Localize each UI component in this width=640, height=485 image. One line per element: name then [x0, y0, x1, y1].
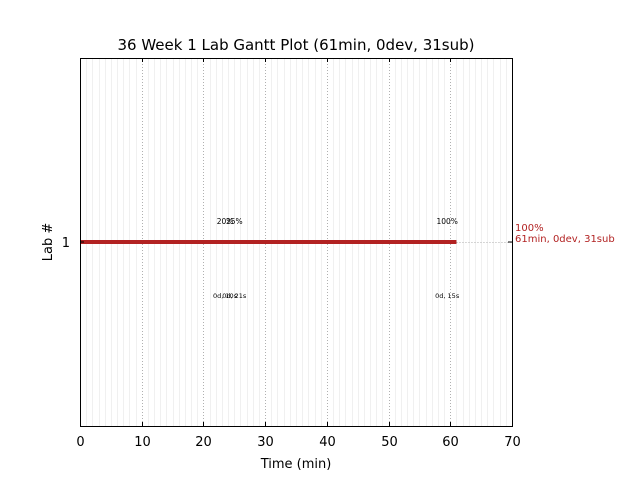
y-axis-ticks: 1: [62, 236, 512, 251]
x-axis-label: Time (min): [260, 457, 332, 472]
x-tick-label: 10: [134, 435, 151, 450]
bar-end-label: 100%: [515, 223, 544, 234]
x-tick-label: 40: [319, 435, 336, 450]
gantt-bar: [80, 240, 457, 244]
marker-percent-label: 25%: [226, 217, 243, 226]
marker-percent-label: 20%: [217, 217, 234, 226]
marker-duration-label: 0d, 15s: [435, 292, 460, 300]
marker-percent-label: 100%: [436, 217, 457, 226]
marker-duration-label: 0d, 10s: [213, 292, 238, 300]
x-tick-label: 50: [381, 435, 398, 450]
y-tick-label: 1: [62, 236, 70, 251]
x-tick-label: 70: [504, 435, 521, 450]
chart-title: 36 Week 1 Lab Gantt Plot (61min, 0dev, 3…: [117, 36, 474, 54]
x-tick-label: 0: [76, 435, 84, 450]
bar-end-label: 61min, 0dev, 31sub: [515, 234, 615, 245]
marker-duration-label: 0d, 21s: [222, 292, 247, 300]
x-tick-label: 30: [257, 435, 274, 450]
y-axis-label: Lab #: [41, 223, 56, 262]
x-axis-ticks: 0 10 20 30 40 50 60 70: [76, 58, 521, 450]
x-tick-label: 60: [442, 435, 459, 450]
x-tick-label: 20: [195, 435, 212, 450]
